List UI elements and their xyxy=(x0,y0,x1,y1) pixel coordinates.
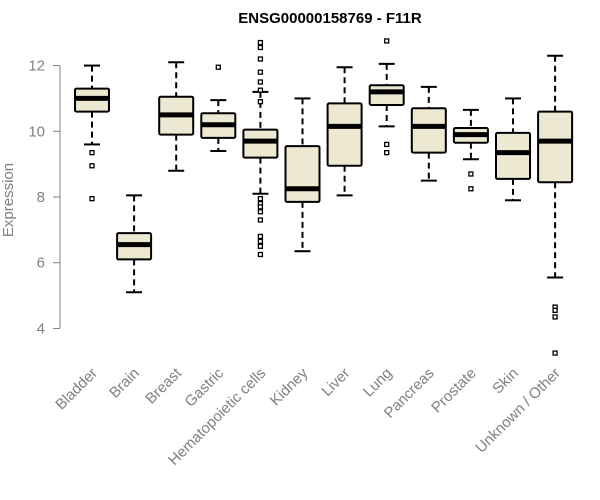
box-kidney xyxy=(284,97,321,253)
box-lung xyxy=(368,38,405,156)
outlier-point xyxy=(257,238,264,245)
outlier-point xyxy=(257,87,264,93)
box-iqr xyxy=(495,131,531,180)
box-breast xyxy=(158,61,195,172)
y-tick-label: 6 xyxy=(37,255,45,272)
outlier-point xyxy=(384,38,390,44)
outlier-point xyxy=(257,209,264,215)
box-skin xyxy=(495,97,531,202)
outlier-point xyxy=(257,233,264,240)
outlier-point xyxy=(384,141,390,148)
box-liver xyxy=(326,66,363,197)
box-prostate xyxy=(452,108,489,192)
y-tick-label: 8 xyxy=(37,189,45,206)
outlier-point xyxy=(468,171,474,177)
box-bladder xyxy=(74,64,110,202)
outlier-point xyxy=(552,350,558,356)
outlier-point xyxy=(257,217,264,223)
outlier-point xyxy=(384,149,390,156)
outlier-point xyxy=(468,186,474,192)
x-tick-label: Prostate xyxy=(428,365,480,417)
outlier-point xyxy=(257,195,264,202)
x-tick-label: Liver xyxy=(318,365,353,400)
y-axis-label: Expression xyxy=(0,163,17,237)
x-tick-label: Skin xyxy=(489,365,522,398)
box-hematopoietic-cells xyxy=(242,39,279,258)
outlier-point xyxy=(257,79,264,85)
outlier-point xyxy=(257,44,264,51)
box-pancreas xyxy=(410,85,447,182)
outlier-point xyxy=(552,314,558,320)
outlier-point xyxy=(89,149,95,156)
x-tick-label: Brain xyxy=(106,365,143,402)
outlier-point xyxy=(89,195,95,202)
outlier-point xyxy=(257,69,264,75)
outlier-point xyxy=(257,99,264,105)
box-iqr xyxy=(326,102,363,167)
box-unknown-other xyxy=(537,54,574,356)
outlier-point xyxy=(257,243,264,249)
y-tick-label: 4 xyxy=(37,320,45,337)
x-tick-label: Kidney xyxy=(267,364,312,409)
chart-title: ENSG00000158769 - F11R xyxy=(238,10,422,27)
y-tick-label: 12 xyxy=(28,58,45,75)
box-gastric xyxy=(200,64,237,152)
y-tick-label: 10 xyxy=(28,123,45,140)
box-iqr xyxy=(410,107,447,154)
outlier-point xyxy=(89,163,95,169)
box-iqr xyxy=(368,84,405,106)
boxes xyxy=(74,38,574,356)
box-iqr xyxy=(284,145,321,203)
box-brain xyxy=(116,194,153,294)
outlier-point xyxy=(257,251,264,258)
outlier-point xyxy=(257,204,264,210)
outlier-point xyxy=(215,64,221,70)
outlier-point xyxy=(552,307,558,314)
outlier-point xyxy=(257,39,264,46)
y-axis: 4 6 8 10 12 xyxy=(28,58,61,337)
x-tick-label: Lung xyxy=(360,365,396,401)
outlier-point xyxy=(257,56,264,62)
box-iqr xyxy=(537,110,574,184)
x-tick-label: Breast xyxy=(142,364,185,407)
x-tick-label: Bladder xyxy=(52,365,101,414)
